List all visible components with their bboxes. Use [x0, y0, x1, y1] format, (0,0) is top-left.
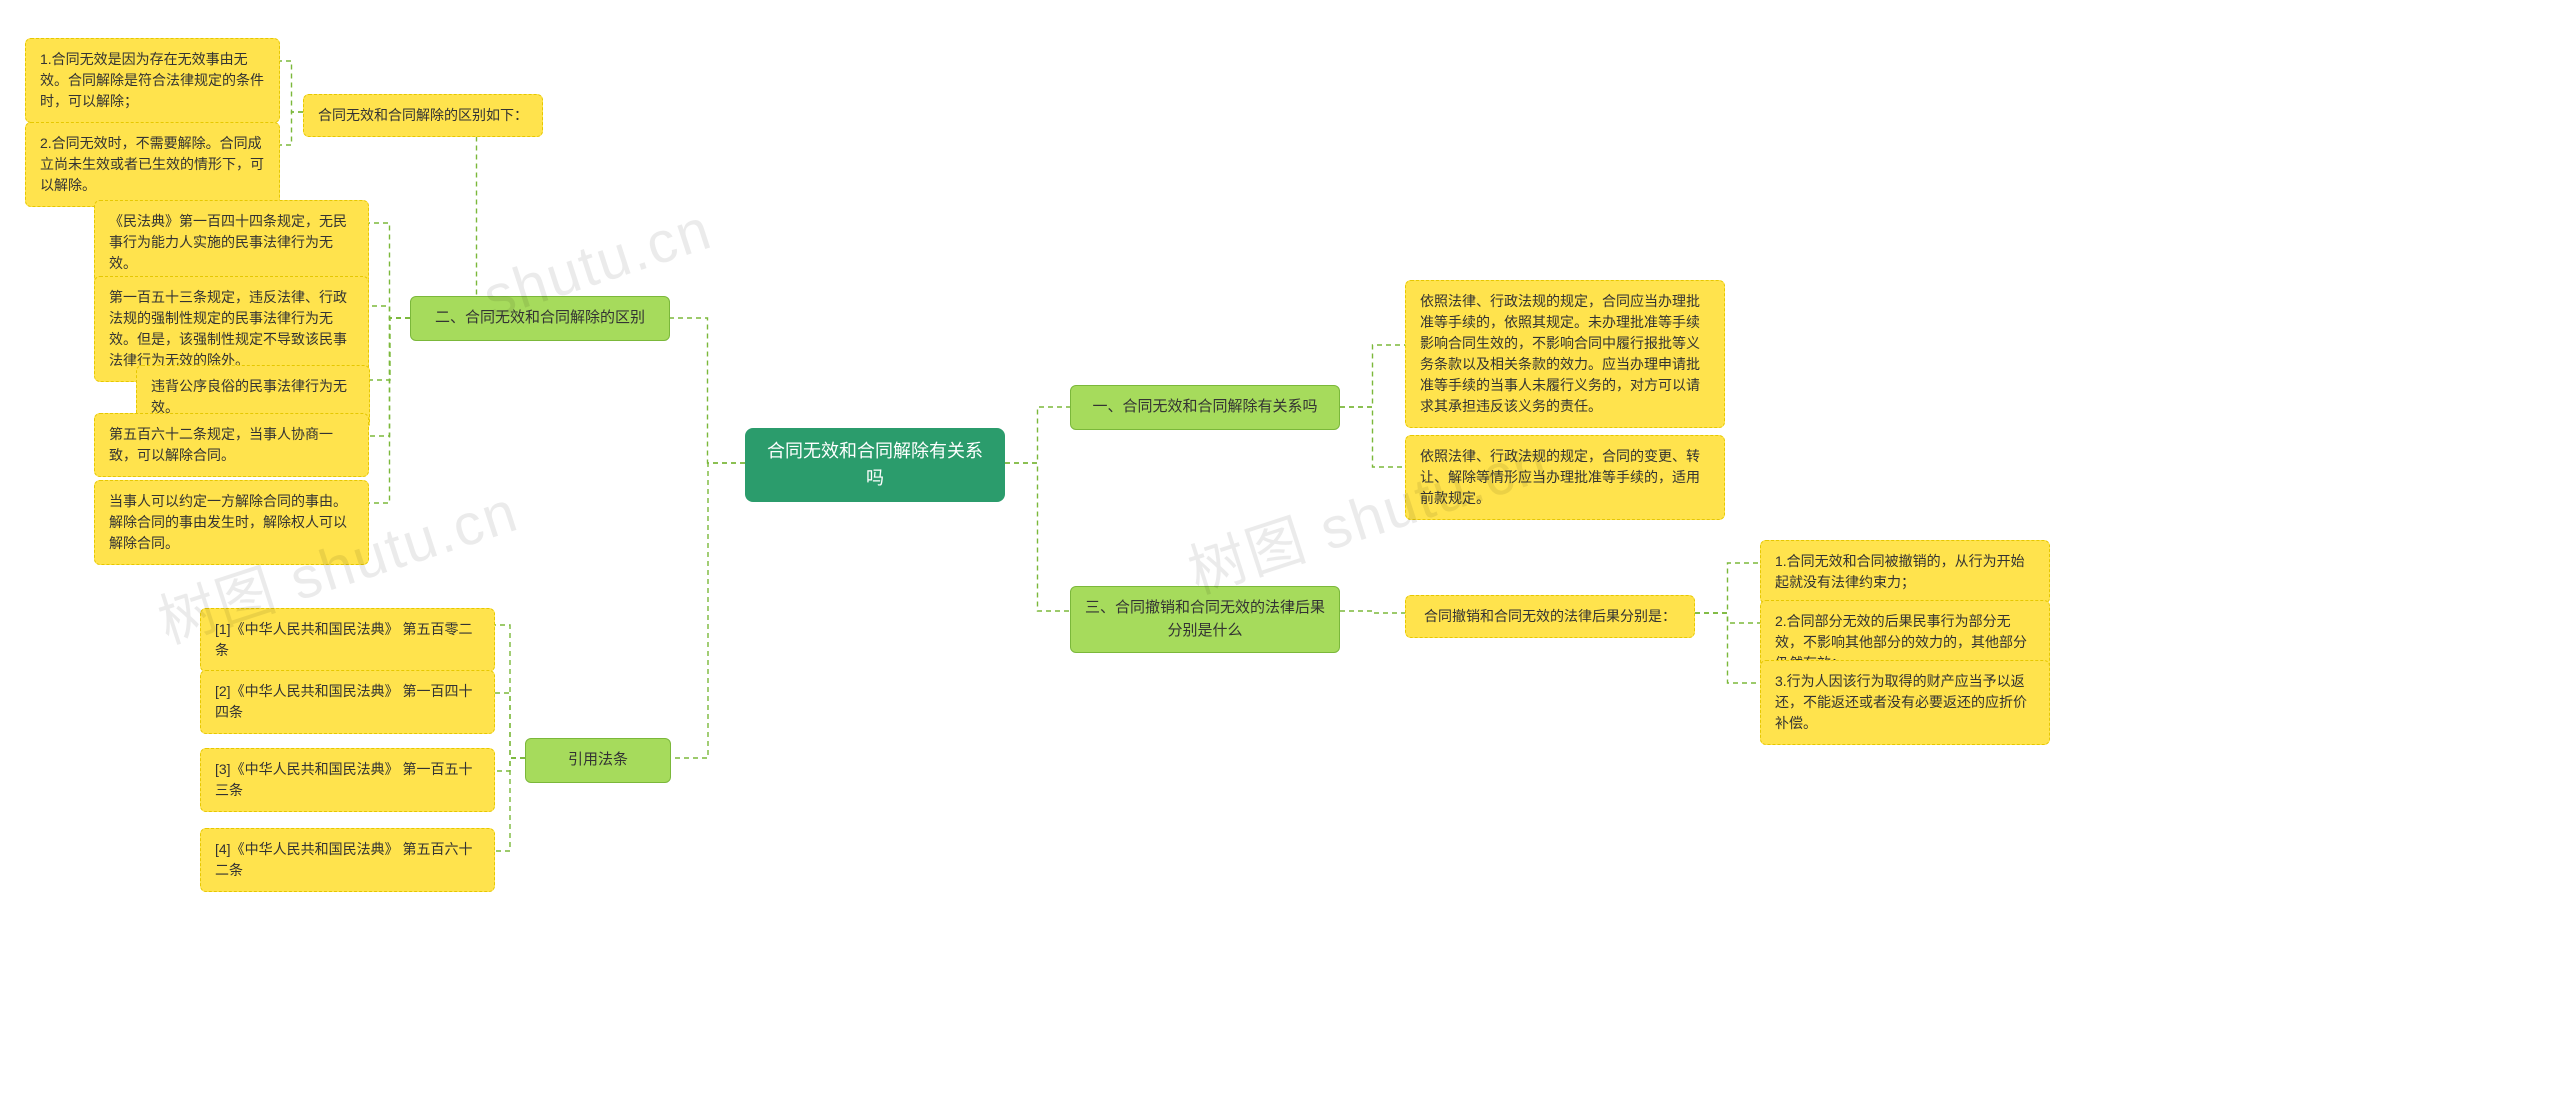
connector	[1695, 613, 1760, 683]
node-label: 一、合同无效和合同解除有关系吗	[1092, 396, 1317, 419]
mindmap-node[interactable]: 依照法律、行政法规的规定，合同的变更、转让、解除等情形应当办理批准等手续的，适用…	[1405, 435, 1725, 520]
connector	[670, 318, 745, 463]
connector	[1695, 613, 1760, 623]
mindmap-node[interactable]: 二、合同无效和合同解除的区别	[410, 296, 670, 341]
node-label: 当事人可以约定一方解除合同的事由。解除合同的事由发生时，解除权人可以解除合同。	[109, 491, 354, 554]
node-label: 2.合同无效时，不需要解除。合同成立尚未生效或者已生效的情形下，可以解除。	[40, 133, 265, 196]
mindmap-node[interactable]: [3]《中华人民共和国民法典》 第一百五十三条	[200, 748, 495, 812]
connector	[1005, 463, 1070, 611]
mindmap-node[interactable]: 一、合同无效和合同解除有关系吗	[1070, 385, 1340, 430]
node-label: 合同无效和合同解除的区别如下：	[318, 105, 528, 126]
connector	[1340, 407, 1405, 467]
connector	[369, 306, 410, 318]
node-label: 1.合同无效是因为存在无效事由无效。合同解除是符合法律规定的条件时，可以解除；	[40, 49, 265, 112]
connector	[410, 112, 543, 318]
node-label: [1]《中华人民共和国民法典》 第五百零二条	[215, 619, 480, 661]
mindmap-node[interactable]: 1.合同无效是因为存在无效事由无效。合同解除是符合法律规定的条件时，可以解除；	[25, 38, 280, 123]
node-label: [3]《中华人民共和国民法典》 第一百五十三条	[215, 759, 480, 801]
connector	[495, 758, 525, 771]
mindmap-node[interactable]: 《民法典》第一百四十四条规定，无民事行为能力人实施的民事法律行为无效。	[94, 200, 369, 285]
connector	[280, 61, 303, 112]
node-label: 3.行为人因该行为取得的财产应当予以返还，不能返还或者没有必要返还的应折价补偿。	[1775, 671, 2035, 734]
node-label: 《民法典》第一百四十四条规定，无民事行为能力人实施的民事法律行为无效。	[109, 211, 354, 274]
connector	[671, 463, 745, 758]
mindmap-node[interactable]: 1.合同无效和合同被撤销的，从行为开始起就没有法律约束力；	[1760, 540, 2050, 604]
node-label: [2]《中华人民共和国民法典》 第一百四十四条	[215, 681, 480, 723]
mindmap-node[interactable]: 合同无效和合同解除有关系吗	[745, 428, 1005, 502]
connector	[1340, 345, 1405, 407]
mindmap-node[interactable]: [4]《中华人民共和国民法典》 第五百六十二条	[200, 828, 495, 892]
node-label: 依照法律、行政法规的规定，合同的变更、转让、解除等情形应当办理批准等手续的，适用…	[1420, 446, 1710, 509]
connector	[369, 223, 410, 318]
node-label: 引用法条	[568, 749, 628, 772]
node-label: 第五百六十二条规定，当事人协商一致，可以解除合同。	[109, 424, 354, 466]
connector	[369, 318, 410, 436]
mindmap-node[interactable]: 当事人可以约定一方解除合同的事由。解除合同的事由发生时，解除权人可以解除合同。	[94, 480, 369, 565]
connector	[495, 758, 525, 851]
mindmap-node[interactable]: 三、合同撤销和合同无效的法律后果分别是什么	[1070, 586, 1340, 653]
mindmap-node[interactable]: 3.行为人因该行为取得的财产应当予以返还，不能返还或者没有必要返还的应折价补偿。	[1760, 660, 2050, 745]
connector	[280, 112, 303, 145]
node-label: 违背公序良俗的民事法律行为无效。	[151, 376, 355, 418]
node-label: 二、合同无效和合同解除的区别	[435, 307, 645, 330]
connector	[495, 625, 525, 758]
node-label: 依照法律、行政法规的规定，合同应当办理批准等手续的，依照其规定。未办理批准等手续…	[1420, 291, 1710, 417]
mindmap-node[interactable]: [1]《中华人民共和国民法典》 第五百零二条	[200, 608, 495, 672]
connector	[495, 693, 525, 758]
node-label: 合同无效和合同解除有关系吗	[759, 438, 991, 492]
node-label: 合同撤销和合同无效的法律后果分别是：	[1424, 606, 1676, 627]
node-label: 1.合同无效和合同被撤销的，从行为开始起就没有法律约束力；	[1775, 551, 2035, 593]
mindmap-node[interactable]: 2.合同无效时，不需要解除。合同成立尚未生效或者已生效的情形下，可以解除。	[25, 122, 280, 207]
mindmap-node[interactable]: 合同无效和合同解除的区别如下：	[303, 94, 543, 137]
connector	[1340, 611, 1405, 613]
node-label: 三、合同撤销和合同无效的法律后果分别是什么	[1085, 597, 1325, 642]
node-label: [4]《中华人民共和国民法典》 第五百六十二条	[215, 839, 480, 881]
connector-layer	[0, 0, 2560, 1095]
mindmap-node[interactable]: 依照法律、行政法规的规定，合同应当办理批准等手续的，依照其规定。未办理批准等手续…	[1405, 280, 1725, 428]
connector	[1695, 563, 1760, 613]
mindmap-node[interactable]: 合同撤销和合同无效的法律后果分别是：	[1405, 595, 1695, 638]
mindmap-node[interactable]: [2]《中华人民共和国民法典》 第一百四十四条	[200, 670, 495, 734]
mindmap-node[interactable]: 第五百六十二条规定，当事人协商一致，可以解除合同。	[94, 413, 369, 477]
connector	[369, 318, 410, 503]
connector	[1005, 407, 1070, 463]
connector	[370, 318, 410, 380]
node-label: 第一百五十三条规定，违反法律、行政法规的强制性规定的民事法律行为无效。但是，该强…	[109, 287, 354, 371]
mindmap-node[interactable]: 引用法条	[525, 738, 671, 783]
